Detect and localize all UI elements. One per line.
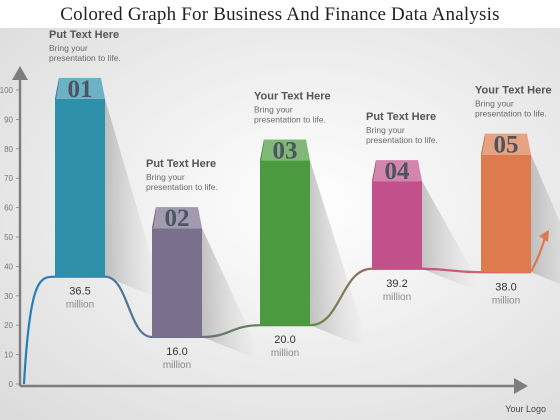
bar-top-edge <box>152 207 156 229</box>
annotation-text: Bring your <box>366 125 405 135</box>
annotation-text: presentation to life. <box>475 109 547 119</box>
bar-top-edge <box>55 77 59 99</box>
x-axis-arrow <box>514 378 528 394</box>
annotation-heading: Put Text Here <box>366 111 436 123</box>
logo-placeholder: Your Logo <box>505 404 546 414</box>
annotation-heading: Put Text Here <box>146 158 216 170</box>
trend-curve <box>22 233 548 385</box>
annotation-text: presentation to life. <box>366 135 438 145</box>
bar-top-edge <box>481 133 485 155</box>
bar-top-04 <box>372 160 422 182</box>
unit-label: million <box>383 292 411 303</box>
y-axis-arrow <box>12 66 28 80</box>
y-tick-label: 60 <box>4 204 13 213</box>
annotation-text: Bring your <box>49 43 88 53</box>
y-tick-label: 30 <box>4 292 13 301</box>
bar-number-03: 03 <box>273 138 298 165</box>
bar-03 <box>260 160 310 326</box>
y-tick-label: 90 <box>4 115 13 124</box>
annotation-text: Bring your <box>475 99 514 109</box>
bar-number-05: 05 <box>494 132 519 159</box>
bar-top-03 <box>260 139 310 161</box>
bar-shadow <box>422 181 477 291</box>
bar-02 <box>152 228 202 337</box>
unit-label: million <box>163 360 191 371</box>
y-tick-label: 50 <box>4 233 13 242</box>
bar-top-05 <box>481 133 531 155</box>
unit-label: million <box>492 295 520 306</box>
annotation-heading: Your Text Here <box>475 85 552 97</box>
y-tick-label: 80 <box>4 145 13 154</box>
bar-top-01 <box>55 77 105 99</box>
annotation-text: presentation to life. <box>254 115 326 125</box>
bar-shadow <box>310 160 365 348</box>
y-tick-label: 10 <box>4 351 13 360</box>
unit-label: million <box>66 300 94 311</box>
chart-title: Colored Graph For Business And Finance D… <box>60 4 500 25</box>
bar-number-02: 02 <box>165 205 190 232</box>
annotation-text: Bring your <box>254 105 293 115</box>
bar-top-edge <box>372 160 376 182</box>
annotation-heading: Your Text Here <box>254 91 331 103</box>
bar-01 <box>55 98 105 277</box>
bar-04 <box>372 181 422 269</box>
y-tick-label: 20 <box>4 321 13 330</box>
annotation-text: Bring your <box>146 172 185 182</box>
value-label: 36.5 <box>69 286 90 298</box>
bar-shadow <box>105 98 160 299</box>
y-tick-label: 100 <box>0 86 14 95</box>
annotation-heading: Put Text Here <box>49 29 119 41</box>
bar-shadow <box>531 154 560 284</box>
bar-number-04: 04 <box>385 158 411 185</box>
y-tick-label: 40 <box>4 262 13 271</box>
value-label: 20.0 <box>274 334 295 346</box>
trend-arrow <box>539 230 549 242</box>
bar-05 <box>481 154 531 273</box>
value-label: 16.0 <box>166 346 187 358</box>
bar-top-edge <box>260 139 264 161</box>
bar-number-01: 01 <box>68 76 93 103</box>
value-label: 39.2 <box>386 278 407 290</box>
bar-top-02 <box>152 207 202 229</box>
unit-label: million <box>271 348 299 359</box>
y-tick-label: 0 <box>9 380 14 389</box>
annotation-text: presentation to life. <box>146 182 218 192</box>
y-tick-label: 70 <box>4 174 13 183</box>
value-label: 38.0 <box>495 281 516 293</box>
annotation-text: presentation to life. <box>49 53 121 63</box>
